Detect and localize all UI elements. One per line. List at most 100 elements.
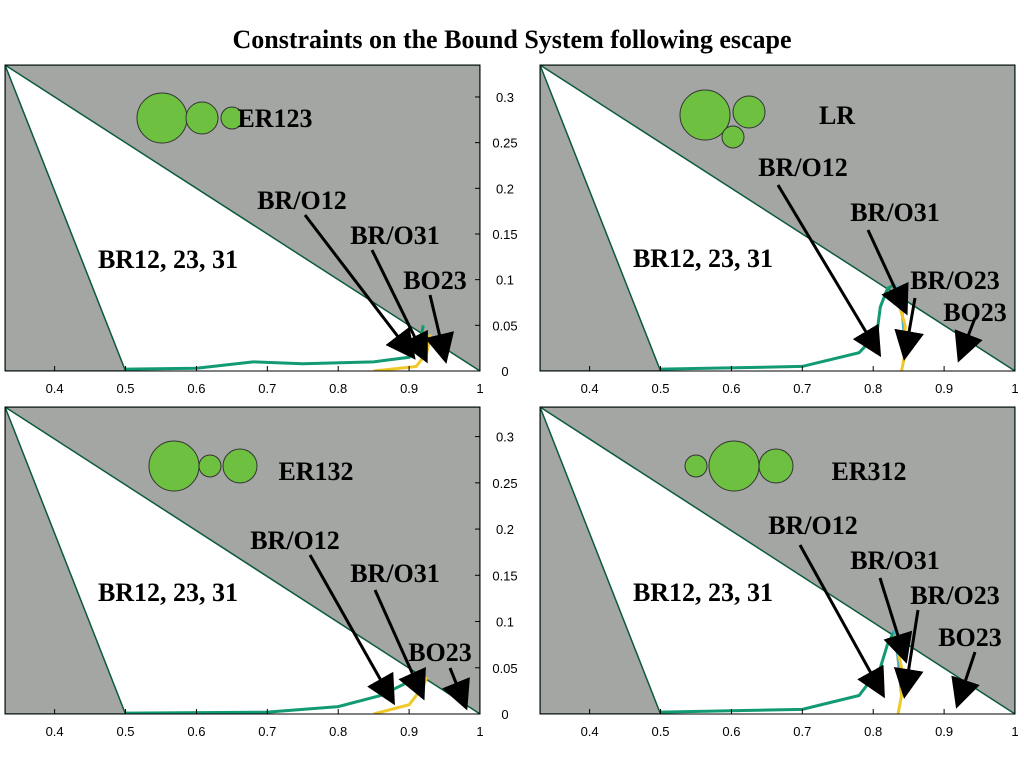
y-tick-label: 0.15 [492,227,517,242]
y-tick-label: 0.3 [496,430,514,445]
y-tick-label: 0.2 [496,181,514,196]
slide-title: Constraints on the Bound System followin… [232,25,791,54]
excluded-region [540,65,662,371]
y-tick-label: 0.1 [496,273,514,288]
arrow [954,317,983,363]
x-tick-label: 1 [1011,724,1018,739]
body-icon [148,440,200,492]
annotation: BR/O23 [910,581,1000,610]
x-tick-label: 0.7 [258,381,276,396]
y-tick-label: 0.2 [496,522,514,537]
x-tick-label: 0.6 [187,381,205,396]
x-tick-label: 0.5 [116,381,134,396]
y-tick-label: 0.05 [492,661,517,676]
annotation: BR12, 23, 31 [633,244,773,273]
x-tick-label: 0.8 [864,381,882,396]
annotation: BR/O12 [768,511,858,540]
annotation: BR/O31 [850,546,940,575]
plot [5,407,480,714]
x-tick-label: 0.5 [116,724,134,739]
arrow [776,184,882,358]
arrow [798,544,885,699]
x-tick-label: 0.4 [46,724,64,739]
arrow [894,297,924,361]
y-tick-label: 0.25 [492,476,517,491]
arrow [424,294,455,364]
plot-frame [539,406,1016,715]
excluded-region [5,407,480,714]
y-tick-label: 0.25 [492,136,517,151]
arrow [893,609,924,699]
x-tick-label: 0.5 [651,724,669,739]
x-tick-label: 0.5 [651,381,669,396]
annotation: BR12, 23, 31 [98,245,238,274]
panel-label: ER123 [237,104,312,133]
body-icon [198,454,222,478]
annotation: BO23 [938,623,1002,652]
x-tick-label: 0.7 [793,381,811,396]
body-icon [222,448,258,484]
annotation: BR/O31 [850,198,940,227]
plot-frame [539,64,1016,372]
plot-frame [4,406,481,715]
annotation: BO23 [403,266,467,295]
annotation: BO23 [943,298,1007,327]
x-tick-label: 0.8 [329,381,347,396]
y-tick-label: 0 [501,707,508,722]
x-tick-label: 0.9 [400,381,418,396]
panel-label: LR [819,101,855,130]
y-tick-label: 0.3 [496,90,514,105]
body-icon [758,448,794,484]
body-icon [679,89,731,141]
body-icon [185,101,219,135]
y-tick-label: 0.15 [492,568,517,583]
annotation: BR/O12 [758,153,848,182]
panel-label: ER312 [831,457,906,486]
annotation: BR/O12 [250,526,340,555]
panel-label: ER132 [278,457,353,486]
excluded-region [540,407,662,714]
x-tick-label: 0.9 [400,724,418,739]
annotation: BR/O31 [350,559,440,588]
x-tick-label: 0.7 [258,724,276,739]
x-tick-label: 0.9 [935,724,953,739]
annotation: BR12, 23, 31 [98,578,238,607]
arrow [308,554,395,706]
x-tick-label: 0.9 [935,381,953,396]
excluded-region [5,65,127,371]
x-tick-label: 1 [476,381,483,396]
annotation: BR/O12 [257,186,347,215]
y-tick-label: 0.1 [496,615,514,630]
arrow [370,249,428,364]
arrow [951,651,980,709]
x-tick-label: 1 [1011,381,1018,396]
x-tick-label: 0.4 [46,381,64,396]
plot [540,407,1015,714]
plot-frame [4,64,481,372]
excluded-region [5,407,127,714]
arrow [303,214,416,360]
excluded-region [5,65,480,371]
annotation: BR/O31 [350,221,440,250]
x-tick-label: 0.6 [187,724,205,739]
x-tick-label: 0.6 [722,724,740,739]
annotation: BR12, 23, 31 [633,578,773,607]
annotation: BO23 [408,638,472,667]
x-tick-label: 0.8 [864,724,882,739]
body-icon [708,440,760,492]
arrow [866,229,909,316]
annotation: BR/O23 [910,266,1000,295]
body-icon [721,125,745,149]
body-icon [136,92,188,144]
x-tick-label: 0.4 [581,381,599,396]
x-tick-label: 0.6 [722,381,740,396]
y-tick-label: 0 [501,364,508,379]
y-tick-label: 0.05 [492,318,517,333]
x-tick-label: 0.4 [581,724,599,739]
body-icon [220,106,244,130]
arrow [442,667,470,711]
x-tick-label: 0.8 [329,724,347,739]
x-tick-label: 1 [476,724,483,739]
body-icon [732,95,766,129]
